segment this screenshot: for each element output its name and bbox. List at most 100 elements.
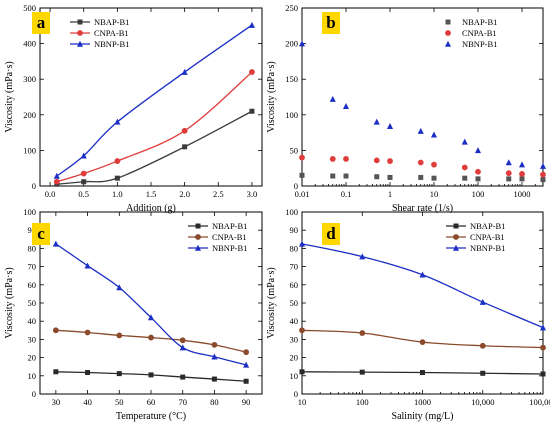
data-point xyxy=(179,337,186,344)
x-tick-label: 1000 xyxy=(414,397,431,407)
data-point xyxy=(298,40,306,47)
y-tick-label: 0 xyxy=(32,181,36,191)
y-tick-label: 90 xyxy=(28,225,37,235)
x-tick-label: 30 xyxy=(52,397,61,407)
y-axis-label: Viscosity (mPa·s) xyxy=(4,61,15,132)
data-point xyxy=(85,370,91,376)
y-tick-label: 100 xyxy=(285,110,298,120)
y-tick-label: 250 xyxy=(285,3,298,13)
legend-label: NBNP-B1 xyxy=(94,39,129,49)
data-point xyxy=(116,332,123,339)
data-point xyxy=(80,152,87,159)
data-point xyxy=(419,271,426,278)
y-tick-label: 30 xyxy=(290,334,299,344)
panel-letter: d xyxy=(326,224,336,243)
panel-letter: b xyxy=(326,13,335,32)
y-tick-label: 50 xyxy=(290,298,299,308)
data-point xyxy=(211,341,218,348)
legend-marker xyxy=(77,30,83,36)
y-tick-label: 0 xyxy=(32,389,36,399)
data-point xyxy=(431,175,437,181)
x-tick-label: 1.5 xyxy=(146,189,157,199)
series-CNPA-B1 xyxy=(299,327,546,351)
y-tick-label: 100 xyxy=(285,207,298,217)
data-point xyxy=(343,173,349,179)
data-point xyxy=(249,69,255,75)
data-point xyxy=(243,361,250,368)
data-point xyxy=(180,374,186,380)
y-tick-label: 40 xyxy=(290,316,299,326)
series-line xyxy=(55,243,247,366)
data-point xyxy=(387,158,393,164)
y-tick-label: 60 xyxy=(290,280,299,290)
legend-marker xyxy=(194,244,202,251)
legend-marker xyxy=(445,19,451,25)
y-tick-label: 400 xyxy=(23,39,36,49)
y-axis-label: Viscosity (mPa·s) xyxy=(266,267,277,338)
y-tick-label: 0 xyxy=(294,389,298,399)
series-NBNP-B1 xyxy=(298,240,547,331)
data-point xyxy=(430,131,438,138)
chart-panel-d: 10100100010,000100,000010203040506070809… xyxy=(266,207,550,422)
series-NBAP-B1 xyxy=(53,369,249,384)
data-point xyxy=(431,161,437,168)
data-point xyxy=(474,147,482,154)
series-CNPA-B1 xyxy=(53,69,255,185)
chart-panel-a: 0.0 0.5 1.0 1.5 2.0 2.5 3.0 0 100 200 300 400 500 Add… xyxy=(4,3,263,214)
x-tick-label: 1 xyxy=(388,189,392,199)
x-tick-label: 3.0 xyxy=(247,189,258,199)
data-point xyxy=(540,371,546,377)
data-point xyxy=(211,353,218,360)
data-point xyxy=(116,371,122,377)
legend-marker xyxy=(453,234,459,240)
legend-label: CNPA-B1 xyxy=(212,232,247,242)
x-tick-label: 10 xyxy=(430,189,439,199)
data-point xyxy=(539,324,547,331)
data-point xyxy=(53,178,60,185)
panel-tag-background xyxy=(322,223,340,245)
data-point xyxy=(249,108,255,114)
data-point xyxy=(540,344,546,351)
y-tick-label: 10 xyxy=(28,371,37,381)
data-point xyxy=(420,370,425,376)
data-point xyxy=(147,314,155,321)
panel-tag-background xyxy=(32,12,50,34)
panel-tag: c xyxy=(32,223,50,245)
data-point xyxy=(342,103,350,110)
data-point xyxy=(148,372,154,378)
legend-label: NBAP-B1 xyxy=(212,221,247,231)
series-NBNP-B1 xyxy=(52,240,250,368)
data-point xyxy=(80,170,87,177)
data-point xyxy=(475,168,481,175)
data-point xyxy=(373,118,380,125)
legend-marker xyxy=(76,40,84,47)
panel-letter: c xyxy=(37,224,45,243)
series-CNPA-B1 xyxy=(299,154,546,178)
x-tick-label: 40 xyxy=(83,397,92,407)
y-tick-label: 60 xyxy=(28,280,37,290)
chart-panel-c: 30 40 50 60 70 80 90 0 10 20 30 40 50 60 70 80 90 100 Temp… xyxy=(4,207,263,422)
legend-label: CNPA-B1 xyxy=(462,28,497,38)
data-point xyxy=(84,329,91,336)
data-point xyxy=(479,298,486,305)
legend-label: NBAP-B1 xyxy=(462,17,497,27)
data-point xyxy=(53,369,59,375)
data-point xyxy=(519,176,525,182)
y-tick-label: 200 xyxy=(23,110,36,120)
data-point xyxy=(114,158,121,164)
legend-label: NBNP-B1 xyxy=(462,39,497,49)
data-point xyxy=(243,378,249,384)
data-point xyxy=(386,122,394,129)
data-point xyxy=(329,95,336,102)
x-axis-label: Shear rate (1/s) xyxy=(392,203,453,214)
x-tick-label: 0.1 xyxy=(341,189,352,199)
x-tick-label: 90 xyxy=(242,397,251,407)
data-point xyxy=(52,240,59,247)
data-point xyxy=(181,127,188,134)
y-axis-label: Viscosity (mPa·s) xyxy=(266,61,277,132)
data-point xyxy=(506,176,512,182)
data-point xyxy=(179,344,186,351)
